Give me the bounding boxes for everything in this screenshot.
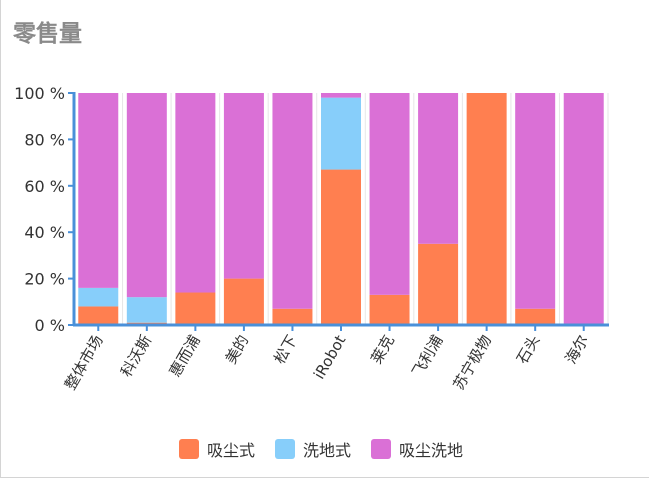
bar-segment-2 bbox=[321, 97, 361, 170]
y-tick-label: 60 % bbox=[24, 177, 65, 196]
bar-segment-1 bbox=[369, 294, 410, 325]
y-tick-label: 100 % bbox=[14, 84, 65, 103]
y-tick-label: 40 % bbox=[24, 223, 65, 242]
x-tick-label: 整体市场 bbox=[61, 332, 107, 393]
y-tick-label: 80 % bbox=[24, 130, 65, 149]
bar-segment-1 bbox=[175, 292, 216, 325]
y-tick-label: 0 % bbox=[35, 316, 65, 335]
legend-label: 洗地式 bbox=[302, 441, 351, 460]
bar-segment-2 bbox=[78, 287, 119, 307]
x-tick-label: 美的 bbox=[222, 332, 253, 367]
x-tick-label: iRobot bbox=[310, 332, 349, 382]
bar-segment-1 bbox=[466, 93, 507, 325]
legend-swatch bbox=[371, 439, 391, 459]
legend-item[interactable]: 吸尘式 bbox=[178, 437, 255, 461]
chart-title: 零售量 bbox=[13, 21, 82, 47]
chart-legend: 吸尘式 洗地式 吸尘洗地 bbox=[0, 437, 650, 461]
bar-segment-1 bbox=[78, 306, 119, 325]
bar-segment-3 bbox=[321, 93, 361, 98]
x-tick-label: 飞利浦 bbox=[408, 332, 446, 380]
bar-segment-3 bbox=[223, 93, 264, 279]
bar-segment-3 bbox=[272, 93, 313, 309]
legend-swatch bbox=[178, 439, 199, 459]
x-tick-label: 惠而浦 bbox=[166, 332, 204, 380]
x-tick-label: 科沃斯 bbox=[117, 332, 155, 380]
x-tick-label: 海尔 bbox=[562, 332, 593, 367]
x-tick-label: 石头 bbox=[513, 332, 544, 367]
bar-segment-1 bbox=[321, 169, 361, 325]
bar-segment-3 bbox=[369, 93, 410, 295]
bar-segment-1 bbox=[272, 308, 313, 325]
bar-segment-3 bbox=[175, 93, 216, 293]
bar-segment-1 bbox=[418, 243, 459, 325]
x-tick-label: 苏宁极物 bbox=[450, 332, 496, 393]
y-tick-label: 20 % bbox=[24, 270, 65, 289]
bar-segment-2 bbox=[126, 297, 167, 323]
legend-label: 吸尘洗地 bbox=[399, 441, 464, 460]
bar-segment-3 bbox=[78, 93, 119, 288]
bar-segment-3 bbox=[418, 93, 459, 244]
bar-segment-1 bbox=[515, 308, 556, 325]
x-tick-label: 松下 bbox=[270, 332, 301, 367]
bar-segment-3 bbox=[126, 93, 167, 298]
x-tick-label: 莱克 bbox=[367, 332, 398, 367]
legend-label: 吸尘式 bbox=[206, 441, 255, 460]
legend-item[interactable]: 洗地式 bbox=[274, 437, 351, 461]
legend-item[interactable]: 吸尘洗地 bbox=[371, 437, 463, 461]
bar-segment-1 bbox=[223, 278, 264, 325]
bar-segment-3 bbox=[515, 93, 556, 309]
legend-swatch bbox=[274, 439, 295, 459]
bar-segment-3 bbox=[563, 93, 604, 325]
